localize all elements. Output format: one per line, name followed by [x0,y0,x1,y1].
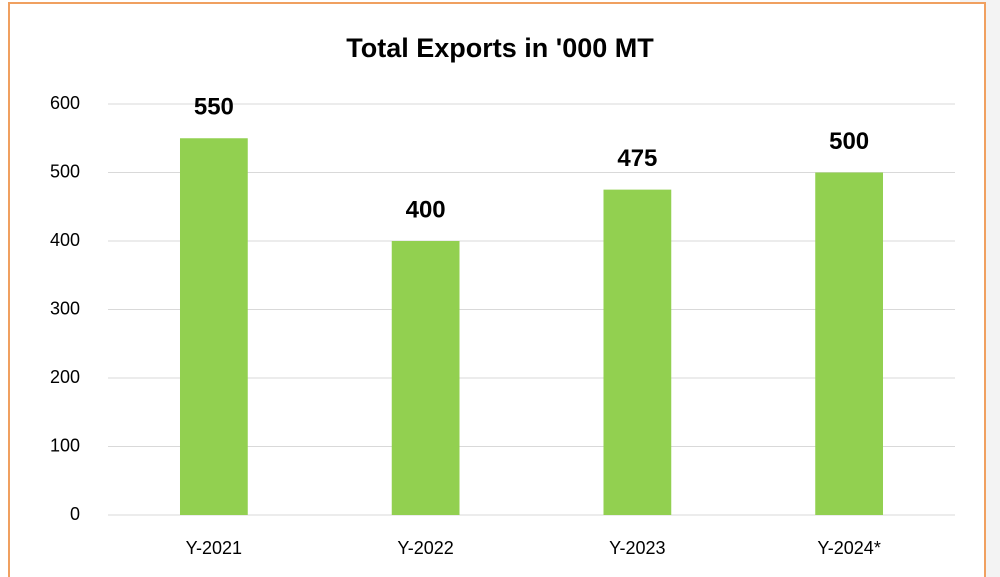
bar [179,138,248,515]
x-tick-label: Y-2021 [186,538,242,558]
y-tick-label: 0 [70,504,80,524]
y-tick-label: 400 [50,230,80,250]
data-label: 500 [829,128,869,155]
x-tick-label: Y-2023 [609,538,665,558]
data-label: 550 [194,94,234,121]
data-label: 475 [617,145,657,172]
chart-title: Total Exports in '000 MT [346,33,654,63]
data-label: 400 [406,196,446,223]
y-tick-label: 500 [50,161,80,181]
y-tick-label: 300 [50,298,80,318]
bar [603,189,672,515]
y-tick-label: 200 [50,367,80,387]
y-tick-label: 100 [50,435,80,455]
bar [391,241,460,515]
x-tick-label: Y-2024* [817,538,880,558]
x-tick-label: Y-2022 [397,538,453,558]
bar [815,172,884,515]
y-tick-label: 600 [50,93,80,113]
